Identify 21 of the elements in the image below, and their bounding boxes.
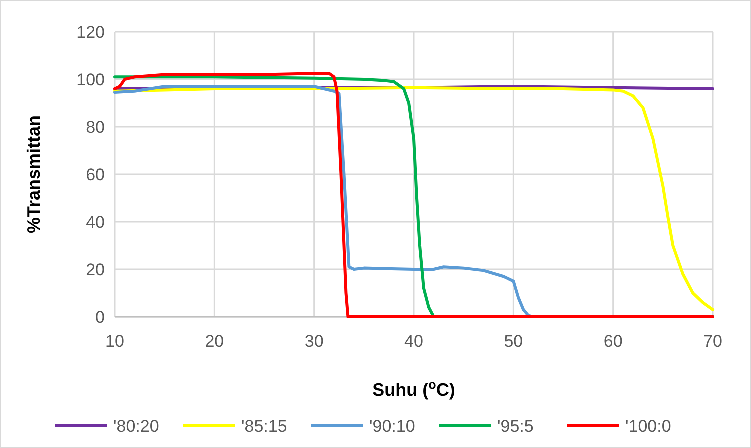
y-tick-label: 40 — [86, 212, 105, 232]
x-tick-label: 20 — [205, 332, 224, 351]
y-tick-label: 80 — [86, 118, 105, 137]
x-axis-title: Suhu ($^{o}$C) — [372, 378, 456, 400]
legend-label: '100:0 — [626, 416, 672, 436]
legend-label: '85:15 — [242, 416, 288, 436]
x-tick-label: 60 — [604, 332, 623, 351]
y-axis-title: %Transmittan — [24, 115, 44, 234]
legend-label: '80:20 — [114, 416, 160, 436]
legend-label: '95:5 — [498, 416, 534, 436]
x-tick-label: 70 — [704, 332, 722, 351]
x-tick-label: 40 — [404, 332, 424, 351]
x-tick-label: 10 — [106, 332, 124, 351]
y-tick-label: 20 — [86, 260, 105, 280]
legend-label: '90:10 — [370, 416, 416, 436]
x-tick-label: 50 — [504, 332, 524, 351]
y-tick-label: 60 — [86, 165, 105, 184]
y-tick-label: 120 — [76, 22, 105, 42]
y-tick-label: 100 — [76, 70, 105, 90]
x-tick-label: 30 — [304, 332, 324, 351]
y-tick-label: 0 — [96, 308, 105, 327]
